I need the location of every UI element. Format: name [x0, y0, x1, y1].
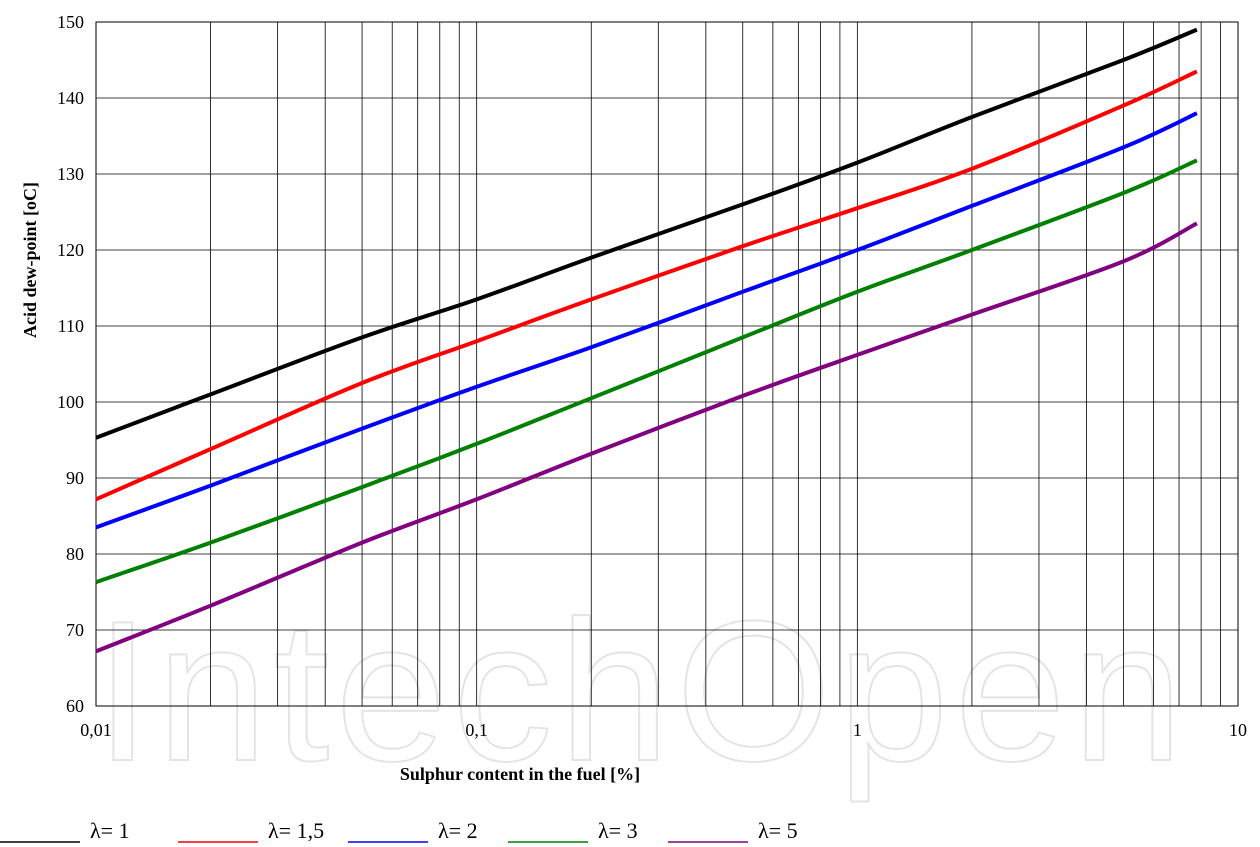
- x-tick-label: 0,1: [465, 720, 488, 740]
- y-tick-label: 150: [57, 12, 84, 32]
- y-tick-label: 60: [66, 696, 84, 716]
- legend-label: λ= 5: [758, 818, 798, 843]
- y-tick-label: 120: [57, 240, 84, 260]
- x-tick-label: 1: [853, 720, 862, 740]
- legend-label: λ= 2: [438, 818, 478, 843]
- series-lines: [95, 27, 1198, 654]
- x-tick-label: 0,01: [80, 720, 112, 740]
- plot-area-border: [95, 21, 1239, 707]
- series-line: [95, 111, 1198, 530]
- series-line: [95, 27, 1198, 440]
- y-tick-label: 80: [66, 544, 84, 564]
- y-tick-label: 100: [57, 392, 84, 412]
- x-tick-label: 10: [1229, 720, 1247, 740]
- series-line: [95, 158, 1198, 584]
- y-tick-label: 110: [58, 316, 84, 336]
- x-axis-title: Sulphur content in the fuel [%]: [400, 764, 640, 784]
- grid-lines: [96, 22, 1238, 706]
- y-tick-label: 70: [66, 620, 84, 640]
- legend-label: λ= 1: [90, 818, 130, 843]
- legend-label: λ= 1,5: [268, 818, 324, 843]
- watermark-text: IntechOpen: [95, 580, 1189, 803]
- legend-label: λ= 3: [598, 818, 638, 843]
- y-tick-label: 140: [57, 88, 84, 108]
- y-tick-label: 90: [66, 468, 84, 488]
- series-line: [95, 221, 1198, 654]
- legend: λ= 1 λ= 1,5 λ= 2 λ= 3 λ= 5: [0, 818, 798, 843]
- y-axis-title: Acid dew-point [oC]: [20, 182, 40, 338]
- series-line: [95, 69, 1198, 502]
- y-tick-label: 130: [57, 164, 84, 184]
